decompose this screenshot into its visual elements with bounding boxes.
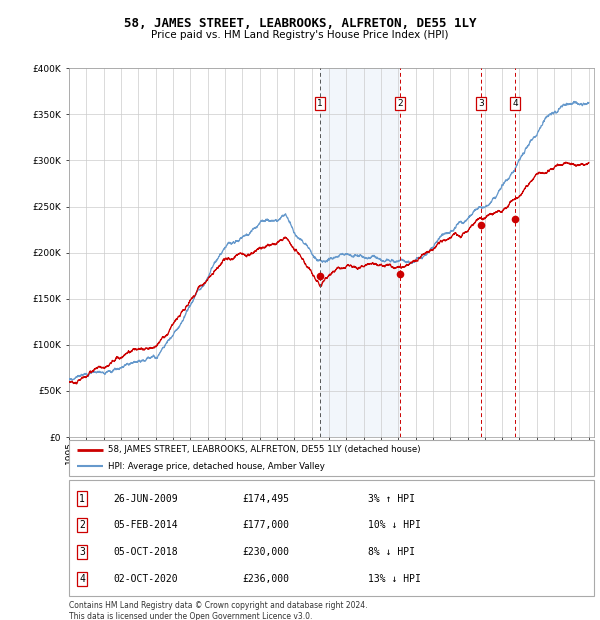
Text: 3: 3 bbox=[478, 99, 484, 108]
Text: 3: 3 bbox=[79, 547, 85, 557]
Text: HPI: Average price, detached house, Amber Valley: HPI: Average price, detached house, Ambe… bbox=[109, 462, 325, 471]
Text: £236,000: £236,000 bbox=[242, 574, 289, 584]
Text: 58, JAMES STREET, LEABROOKS, ALFRETON, DE55 1LY (detached house): 58, JAMES STREET, LEABROOKS, ALFRETON, D… bbox=[109, 445, 421, 454]
Text: 2: 2 bbox=[79, 520, 85, 530]
Text: 26-JUN-2009: 26-JUN-2009 bbox=[113, 494, 178, 503]
Text: £174,495: £174,495 bbox=[242, 494, 289, 503]
Text: 58, JAMES STREET, LEABROOKS, ALFRETON, DE55 1LY: 58, JAMES STREET, LEABROOKS, ALFRETON, D… bbox=[124, 17, 476, 30]
Text: 8% ↓ HPI: 8% ↓ HPI bbox=[368, 547, 415, 557]
Text: 1: 1 bbox=[79, 494, 85, 503]
Text: 1: 1 bbox=[317, 99, 323, 108]
Text: 05-FEB-2014: 05-FEB-2014 bbox=[113, 520, 178, 530]
Text: £230,000: £230,000 bbox=[242, 547, 289, 557]
Text: 02-OCT-2020: 02-OCT-2020 bbox=[113, 574, 178, 584]
Bar bbox=[320, 68, 400, 437]
Text: 4: 4 bbox=[512, 99, 518, 108]
Text: 05-OCT-2018: 05-OCT-2018 bbox=[113, 547, 178, 557]
Text: 2: 2 bbox=[397, 99, 403, 108]
Text: 13% ↓ HPI: 13% ↓ HPI bbox=[368, 574, 421, 584]
Text: Contains HM Land Registry data © Crown copyright and database right 2024.
This d: Contains HM Land Registry data © Crown c… bbox=[69, 601, 367, 620]
Text: 10% ↓ HPI: 10% ↓ HPI bbox=[368, 520, 421, 530]
Text: Price paid vs. HM Land Registry's House Price Index (HPI): Price paid vs. HM Land Registry's House … bbox=[151, 30, 449, 40]
Text: 3% ↑ HPI: 3% ↑ HPI bbox=[368, 494, 415, 503]
Text: 4: 4 bbox=[79, 574, 85, 584]
Text: £177,000: £177,000 bbox=[242, 520, 289, 530]
